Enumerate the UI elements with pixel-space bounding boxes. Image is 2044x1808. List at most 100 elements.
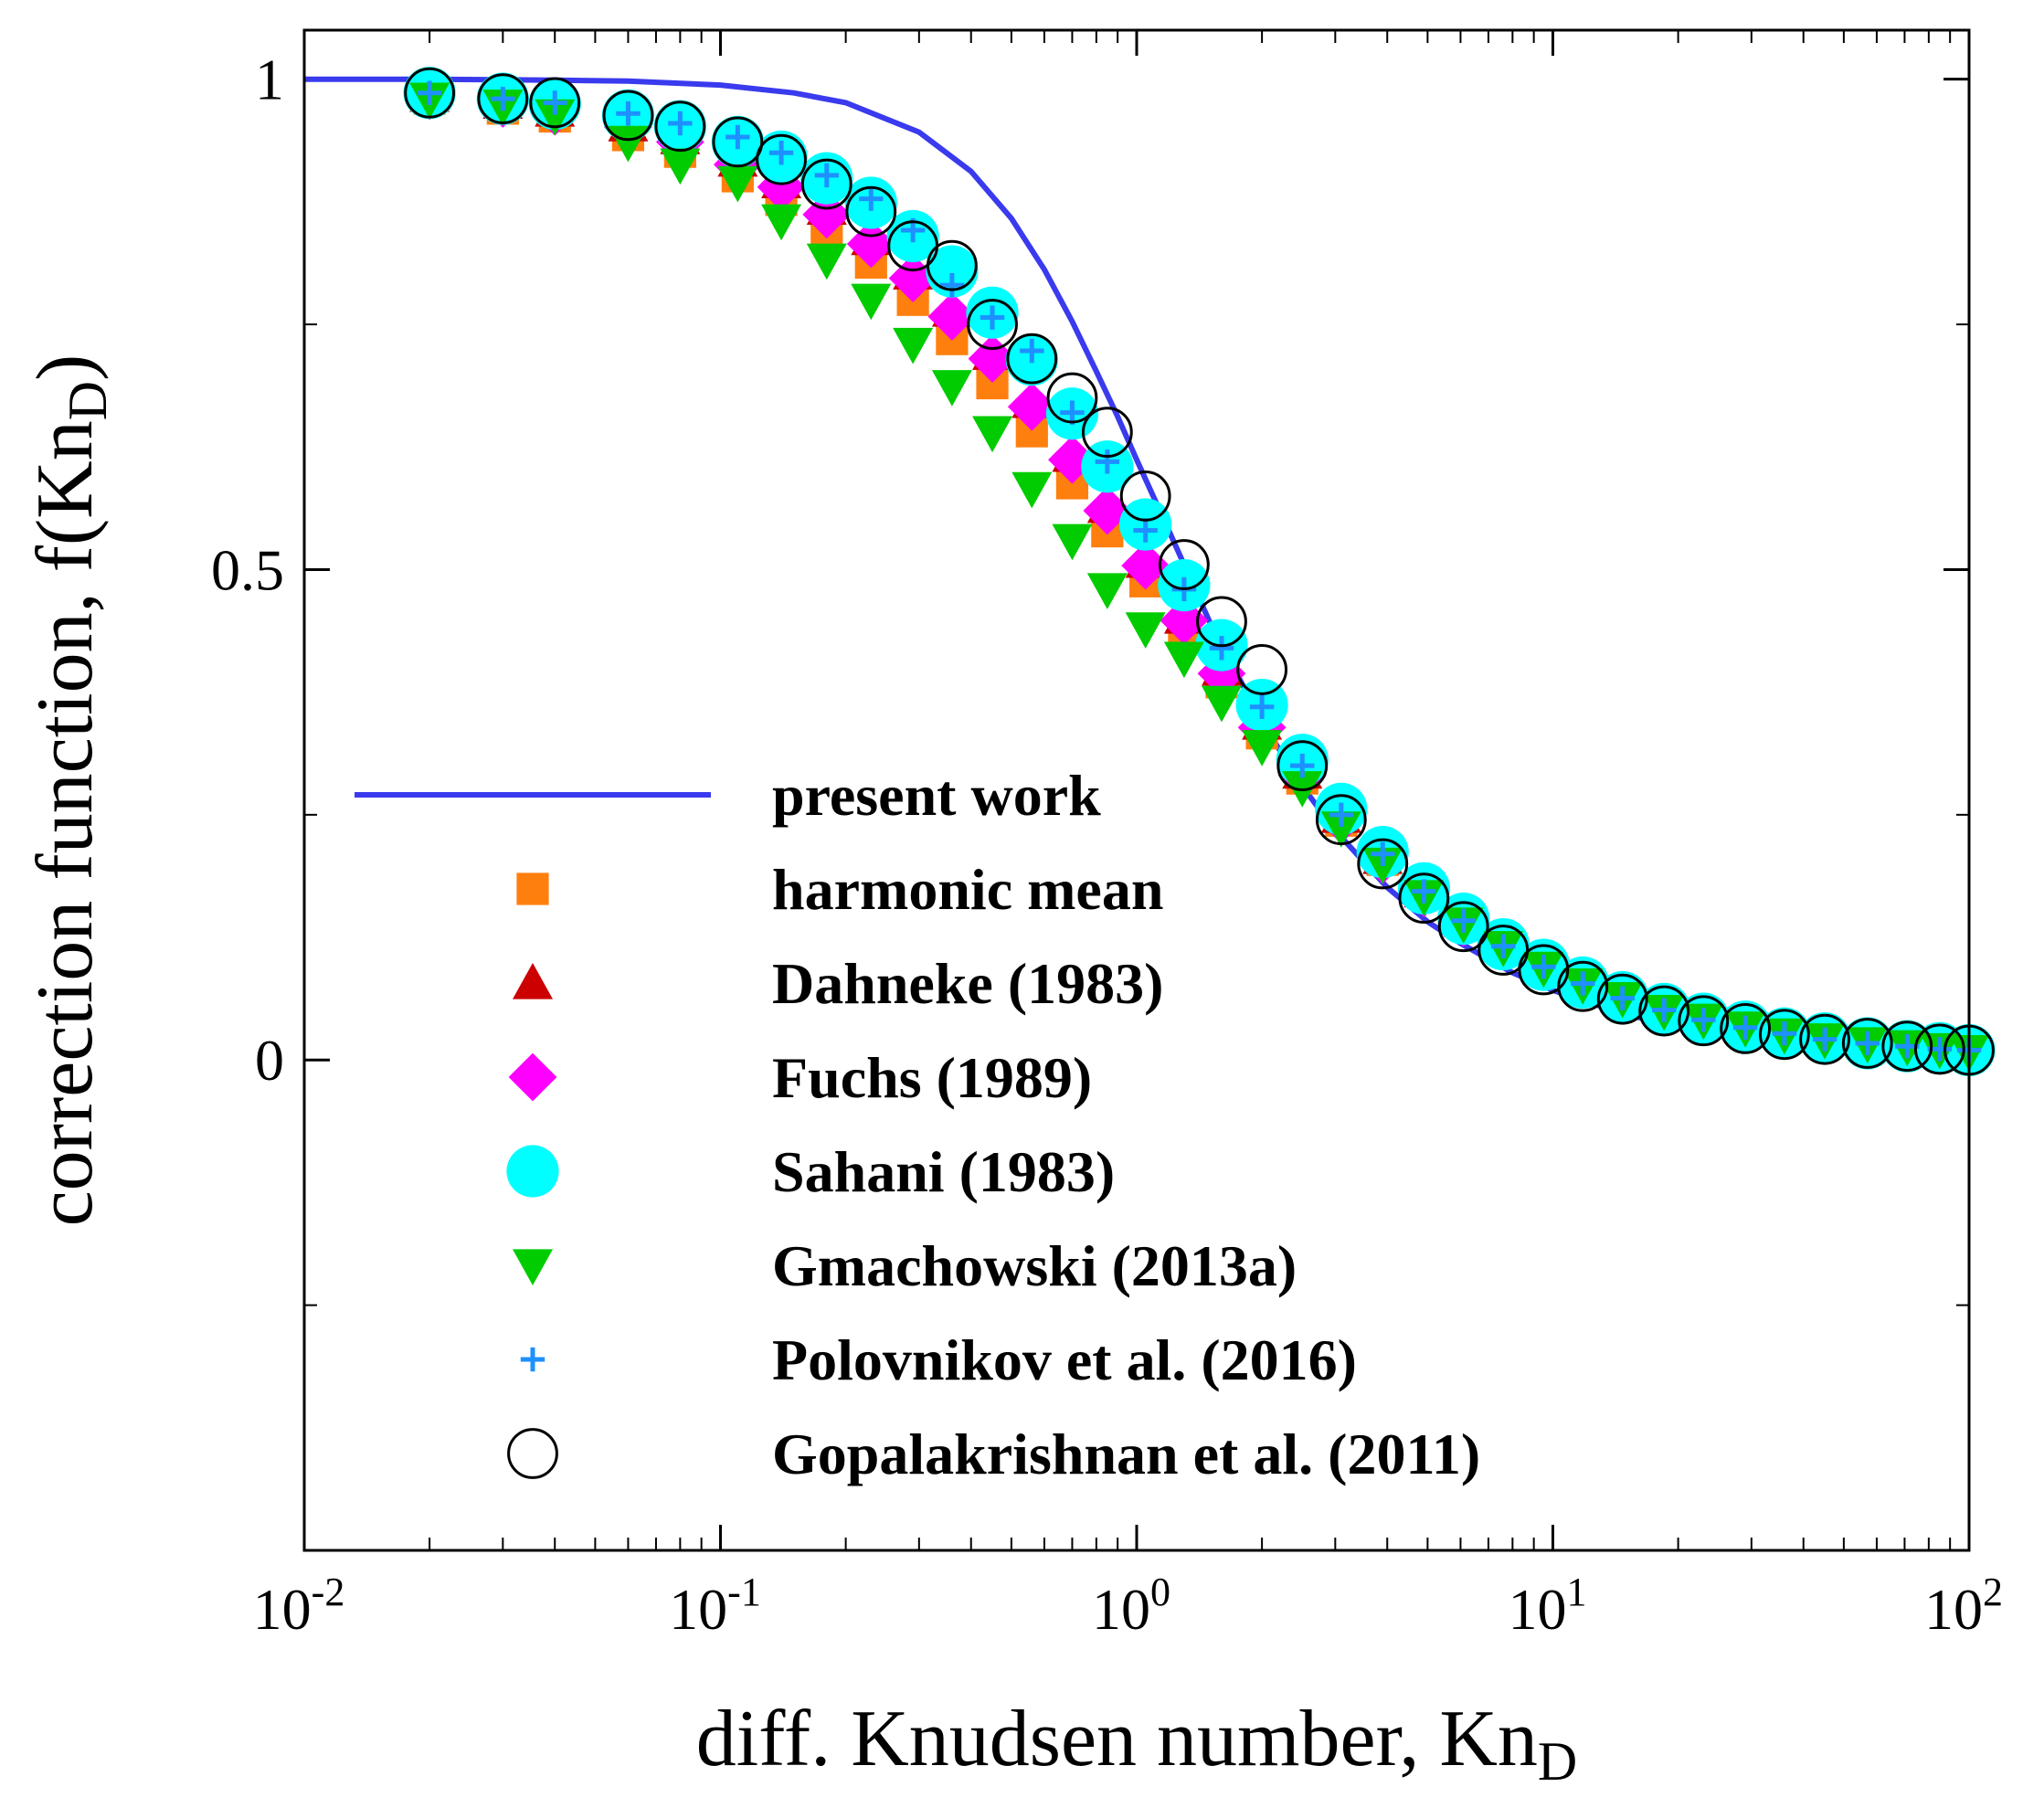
data-point: [756, 133, 807, 185]
data-point: [1638, 985, 1690, 1037]
data-point: [802, 190, 852, 239]
data-point: [1855, 1031, 1880, 1056]
data-point: [668, 111, 693, 136]
data-point: [608, 125, 649, 163]
legend-label: Gopalakrishnan et al. (2011): [772, 1422, 1480, 1486]
data-point: [1371, 841, 1395, 866]
y-tick-label: 0: [255, 1028, 284, 1093]
legend-item: present work: [355, 763, 1101, 828]
data-point: [491, 86, 515, 111]
data-point: [1119, 471, 1171, 522]
data-point: [1732, 1015, 1758, 1040]
data-point: [927, 292, 977, 341]
data-point: [1491, 934, 1516, 958]
data-point: [806, 243, 847, 280]
data-point: [768, 140, 794, 165]
legend-label: Dahneke (1983): [772, 951, 1163, 1016]
legend-label: present work: [772, 763, 1101, 828]
data-point: [1651, 998, 1677, 1022]
legend-label: harmonic mean: [772, 857, 1163, 922]
data-point: [1020, 338, 1044, 364]
data-point: [761, 204, 802, 241]
tick-labels: 10-2 10-1 100 101 102 0 0.5 1: [211, 48, 2003, 1642]
data-point: [404, 67, 456, 119]
data-point: [1052, 523, 1093, 561]
legend-label: Polovnikov et al. (2016): [772, 1327, 1357, 1392]
y-axis-title: correction function, f(KnD): [21, 354, 118, 1227]
data-point: [1571, 971, 1595, 996]
x-tick-label: 10-2: [253, 1570, 345, 1642]
data-point: [1249, 694, 1275, 719]
data-point: [1159, 539, 1210, 590]
data-point: [1007, 382, 1056, 431]
legend-symbol: [513, 1249, 553, 1285]
data-point: [1557, 960, 1609, 1012]
data-point: [1596, 973, 1648, 1025]
data-point: [477, 73, 529, 125]
data-point: [725, 124, 750, 150]
data-point: [1236, 644, 1288, 695]
data-point: [1720, 1002, 1772, 1054]
legend-item: Sahani (1983): [506, 1139, 1115, 1204]
data-point: [543, 90, 567, 115]
data-point: [1083, 486, 1132, 535]
data-point: [1125, 612, 1166, 649]
data-point: [1398, 872, 1450, 924]
data-point: [1086, 573, 1128, 609]
data-point: [660, 148, 701, 185]
y-tick-label: 1: [255, 48, 284, 112]
data-point: [859, 186, 884, 211]
data-point: [1290, 753, 1315, 778]
data-point: [851, 283, 892, 321]
legend-item: Fuchs (1989): [508, 1045, 1092, 1110]
data-point: [1160, 596, 1209, 645]
data-point: [1841, 1018, 1893, 1069]
data-point: [1133, 518, 1158, 543]
axis-ticks: [302, 30, 1971, 1552]
legend-item: Gopalakrishnan et al. (2011): [507, 1422, 1480, 1486]
legend-symbol: [507, 1428, 558, 1479]
x-tick-label: 101: [1509, 1570, 1587, 1642]
data-point: [417, 80, 442, 105]
series-layer: [304, 67, 1996, 1077]
legend-item: Polovnikov et al. (2016): [520, 1327, 1357, 1392]
data-point: [980, 305, 1005, 330]
data-point: [972, 416, 1013, 453]
x-tick-label: 100: [1092, 1570, 1170, 1642]
data-point: [931, 370, 972, 407]
legend-item: Gmachowski (2013a): [513, 1233, 1297, 1298]
data-point: [1610, 986, 1635, 1010]
data-point: [1678, 995, 1730, 1047]
data-point: [1881, 1020, 1933, 1073]
data-point: [1046, 372, 1098, 424]
data-point: [1011, 471, 1053, 509]
data-point: [1242, 730, 1283, 767]
data-point: [1196, 596, 1247, 648]
data-point: [845, 185, 897, 238]
data-point: [1315, 794, 1367, 846]
data-point: [926, 239, 978, 291]
data-point: [1691, 1008, 1716, 1032]
data-point: [654, 100, 706, 153]
data-point: [1772, 1021, 1797, 1046]
legend-symbol: [516, 872, 549, 905]
data-point: [1437, 901, 1489, 953]
data-point: [1758, 1009, 1810, 1061]
data-point: [1197, 649, 1246, 698]
data-point: [616, 101, 641, 126]
legend-label: Gmachowski (2013a): [772, 1233, 1297, 1298]
data-point: [717, 165, 758, 203]
data-point: [893, 327, 934, 365]
series-polovnikov-et-al-2016: [417, 80, 1982, 1063]
x-tick-label: 10-1: [669, 1570, 761, 1642]
legend-label: Sahani (1983): [772, 1139, 1115, 1204]
data-point: [1357, 838, 1409, 890]
legend: present work harmonic mean Dahneke (1983) F…: [355, 763, 1480, 1486]
data-point: [1163, 641, 1204, 679]
data-point: [1209, 636, 1234, 661]
data-point: [967, 299, 1018, 350]
x-tick-label: 102: [1924, 1570, 2003, 1642]
data-point: [712, 116, 764, 168]
legend-item: Dahneke (1983): [513, 951, 1163, 1016]
